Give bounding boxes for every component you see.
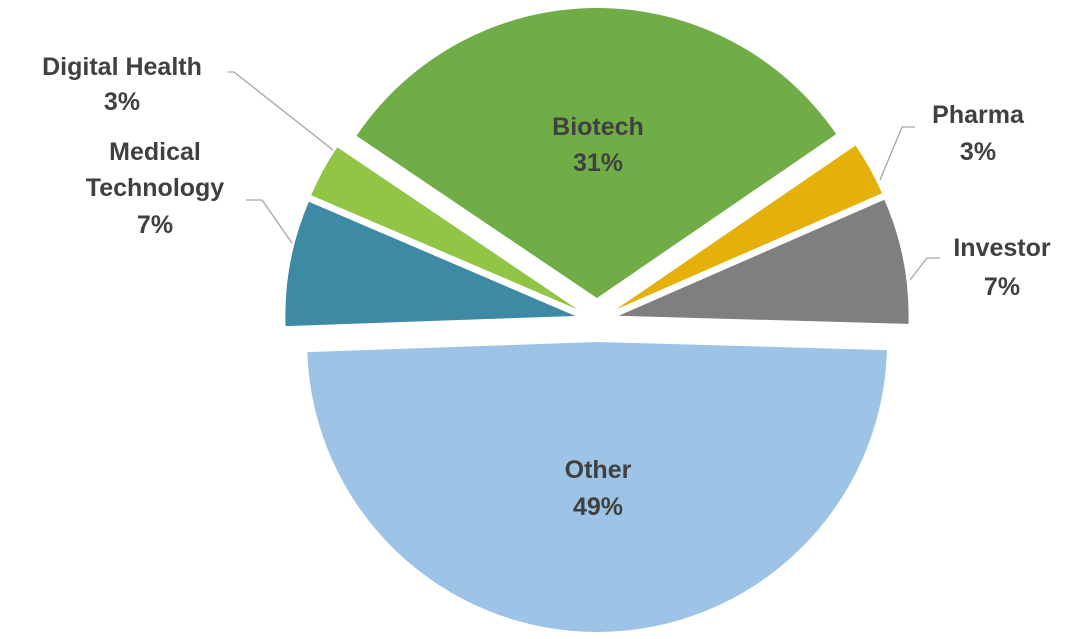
pie-slice — [616, 145, 882, 310]
data-label: 49% — [572, 493, 624, 521]
data-label: Medical Technology — [85, 138, 225, 202]
leader-line — [909, 257, 940, 281]
data-label: Biotech — [552, 113, 644, 141]
pie-slice — [285, 201, 576, 327]
data-label: 31% — [572, 149, 624, 177]
leader-line — [228, 71, 334, 151]
pie-slice — [311, 147, 578, 310]
data-label: 7% — [136, 211, 174, 239]
data-label: Pharma — [932, 101, 1024, 129]
data-label: Investor — [953, 234, 1051, 262]
pie-slice — [307, 341, 887, 633]
leader-line — [246, 199, 293, 244]
data-label: 7% — [983, 273, 1021, 301]
data-label: 3% — [103, 88, 141, 116]
pie-slice — [618, 199, 909, 324]
pie-slice — [356, 8, 837, 299]
data-label: 3% — [959, 138, 997, 166]
data-label: Digital Health — [42, 53, 202, 81]
data-label: Other — [564, 456, 632, 484]
leader-line — [879, 126, 915, 181]
